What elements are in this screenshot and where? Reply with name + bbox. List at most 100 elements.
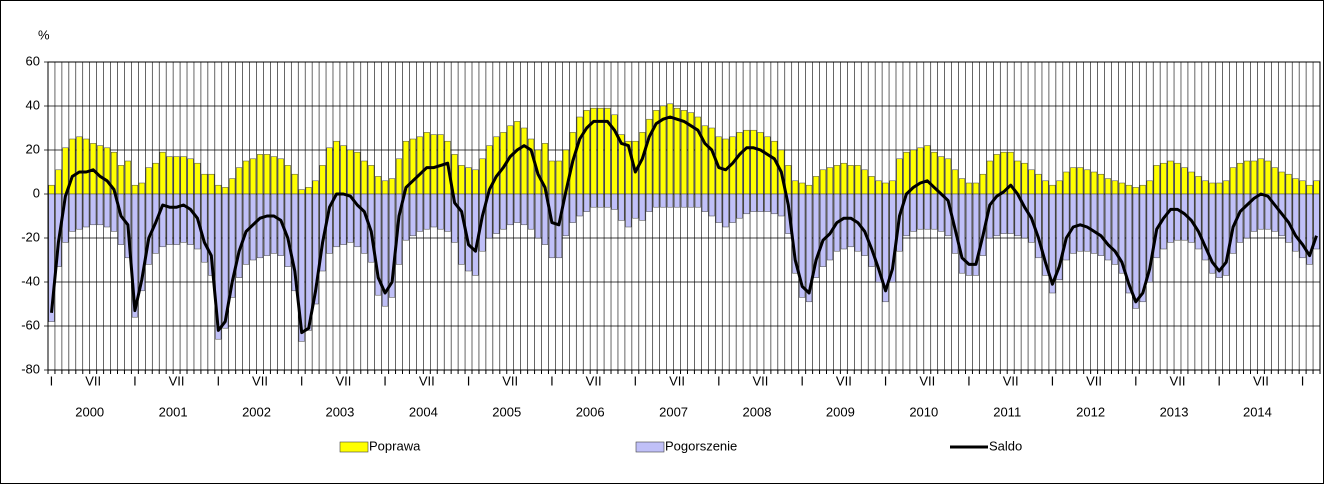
bar (819, 193, 827, 267)
bar (1056, 180, 1063, 195)
x-tick-label: VII (1003, 373, 1019, 388)
bar (395, 158, 403, 195)
x-tick-label: I (383, 373, 387, 388)
bar (375, 176, 382, 195)
year-label: 2009 (826, 404, 855, 419)
bar (653, 193, 660, 208)
bar (500, 193, 507, 230)
legend-label: Pogorszenie (665, 438, 737, 453)
bar (1021, 162, 1028, 195)
bar (437, 193, 444, 230)
bar (917, 147, 924, 195)
bar (528, 193, 535, 230)
bar (1223, 180, 1230, 195)
bar (291, 193, 298, 292)
bar (451, 193, 458, 243)
bar (583, 110, 590, 195)
bar (736, 193, 743, 219)
bar (340, 145, 347, 195)
bar (813, 176, 820, 195)
bar (1257, 193, 1264, 230)
bar (76, 136, 83, 195)
bar (458, 165, 465, 195)
bar (1000, 151, 1007, 195)
bar (750, 193, 757, 212)
bar (1257, 158, 1264, 195)
year-label: 2013 (1160, 404, 1189, 419)
bar (389, 178, 396, 195)
bar (687, 193, 694, 208)
bar (965, 193, 973, 276)
bar (298, 189, 305, 195)
bar (813, 193, 820, 278)
bar (277, 158, 284, 195)
bar (124, 160, 131, 195)
x-tick-label: I (717, 373, 721, 388)
bar (423, 193, 430, 230)
bar (1237, 162, 1244, 195)
bar (1209, 193, 1216, 274)
bar (104, 147, 111, 195)
bar (847, 165, 854, 195)
x-tick-label: VII (502, 373, 518, 388)
bar (83, 138, 90, 195)
bar (208, 173, 215, 195)
bar (69, 193, 76, 232)
bar (861, 193, 868, 256)
bar (173, 156, 180, 195)
bar (1292, 193, 1299, 252)
bar (993, 154, 1000, 195)
x-tick-label: VII (335, 373, 351, 388)
bar (1000, 193, 1007, 234)
bar (55, 169, 62, 195)
bar (1223, 193, 1230, 276)
bar (778, 193, 785, 217)
bar (354, 193, 361, 248)
bar (361, 193, 368, 254)
bar (569, 193, 576, 223)
bar (979, 173, 986, 195)
year-label: 2003 (325, 404, 354, 419)
bar (298, 193, 305, 342)
bar (201, 193, 208, 263)
bar (1264, 193, 1271, 230)
bar (159, 193, 166, 248)
bar (882, 193, 889, 303)
bar (333, 193, 340, 248)
year-label: 2011 (993, 404, 1021, 419)
bar (959, 178, 966, 195)
bar (1125, 184, 1132, 195)
bar (806, 184, 813, 195)
bar (924, 193, 931, 230)
x-tick-label: VII (919, 373, 935, 388)
x-tick-label: I (884, 373, 888, 388)
x-tick-label: VII (1170, 373, 1186, 388)
bar (583, 193, 590, 212)
bar (270, 193, 277, 254)
bar (764, 136, 771, 195)
y-tick-label: -40 (21, 273, 40, 288)
bar (514, 193, 521, 223)
bar (1167, 160, 1174, 195)
bar (1271, 167, 1278, 195)
bar (521, 193, 528, 226)
bar (535, 193, 542, 239)
year-label: 2007 (659, 404, 688, 419)
bar (166, 193, 173, 245)
bar (1160, 162, 1167, 195)
line (50, 115, 1318, 335)
bar (479, 158, 486, 195)
bar (660, 193, 667, 208)
bar (618, 193, 625, 221)
bar (263, 193, 270, 256)
bar (1264, 160, 1271, 195)
bar (875, 193, 882, 283)
bar (757, 193, 764, 212)
bar (222, 187, 229, 195)
bar (83, 193, 90, 228)
year-label: 2001 (159, 404, 188, 419)
bar (1299, 193, 1306, 259)
bar (910, 193, 917, 232)
x-tick-label: VII (1086, 373, 1102, 388)
